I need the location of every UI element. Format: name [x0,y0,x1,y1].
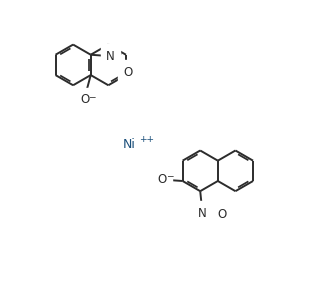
Text: −: − [88,92,95,101]
Text: O: O [80,93,89,106]
Text: O: O [124,66,133,79]
Text: Ni: Ni [123,137,135,151]
Text: N: N [198,207,207,220]
Text: O: O [158,173,167,186]
Text: ++: ++ [139,135,154,144]
Text: O: O [218,208,227,221]
Text: N: N [106,50,115,63]
Text: −: − [166,172,173,181]
